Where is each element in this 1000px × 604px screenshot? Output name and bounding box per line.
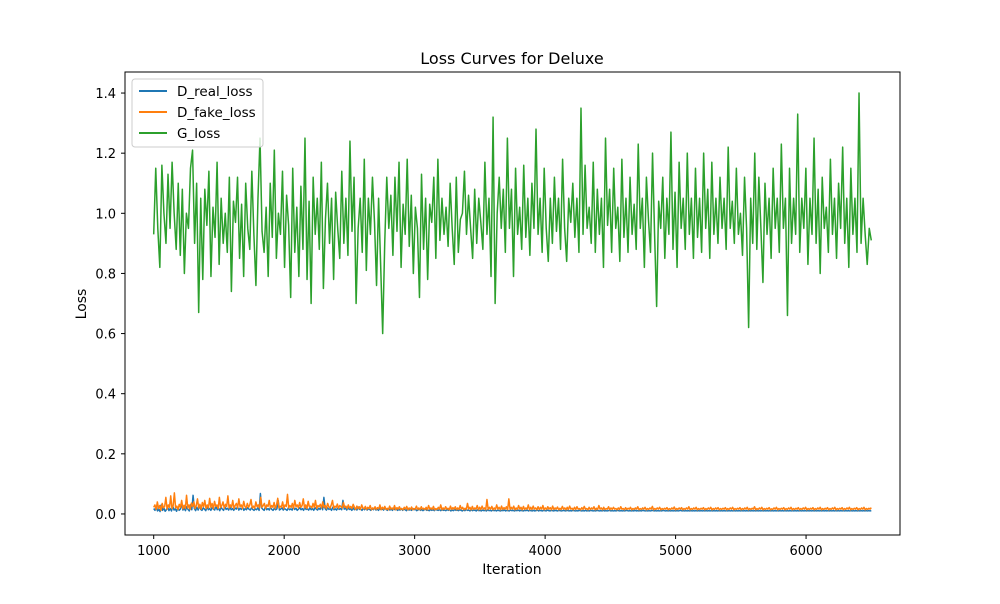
y-tick-label: 0.0 [95, 508, 116, 523]
y-tick-label: 1.0 [95, 207, 116, 222]
legend-label-d-real: D_real_loss [177, 84, 253, 100]
y-tick-label: 0.8 [95, 267, 116, 282]
chart-title: Loss Curves for Deluxe [420, 49, 603, 68]
x-tick-label: 6000 [790, 544, 823, 559]
plot-frame [124, 71, 901, 536]
series-layer [152, 92, 873, 513]
legend-box [131, 78, 264, 148]
legend-label-g: G_loss [177, 126, 220, 142]
y-tick-label: 0.4 [95, 388, 116, 403]
x-tick-label: 5000 [659, 544, 692, 559]
x-tick-label: 3000 [398, 544, 431, 559]
legend: D_real_loss D_fake_loss G_loss [131, 78, 264, 148]
y-tick-label: 1.2 [95, 147, 116, 162]
y-tick-label: 0.2 [95, 448, 116, 463]
legend-entry-d-real: D_real_loss [139, 84, 253, 100]
x-axis-label: Iteration [482, 562, 541, 578]
y-axis-label: Loss [74, 289, 90, 320]
legend-entry-g: G_loss [139, 126, 220, 142]
y-tick-label: 0.6 [95, 328, 116, 343]
legend-entry-d-fake: D_fake_loss [139, 105, 256, 121]
x-axis: 1000 2000 3000 4000 5000 6000 [137, 535, 823, 559]
series-line-g-loss [152, 92, 873, 335]
plot-area [124, 71, 901, 536]
x-tick-label: 1000 [137, 544, 170, 559]
x-tick-label: 4000 [529, 544, 562, 559]
legend-label-d-fake: D_fake_loss [177, 105, 256, 121]
y-tick-label: 1.4 [95, 87, 116, 102]
x-tick-label: 2000 [268, 544, 301, 559]
series-line-d-fake-loss [153, 492, 872, 512]
series-line-d-real-loss [153, 492, 872, 513]
y-axis: 0.0 0.2 0.4 0.6 0.8 1.0 1.2 1.4 [95, 87, 125, 523]
